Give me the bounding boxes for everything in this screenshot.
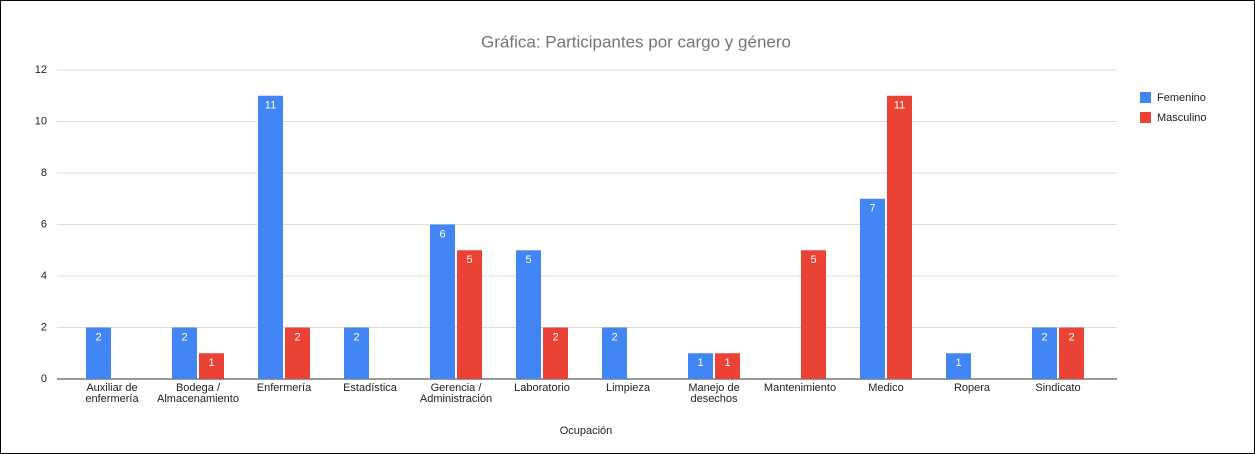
- bar: [543, 327, 568, 379]
- x-tick-label: Ropera: [953, 383, 991, 394]
- data-label: 7: [869, 203, 875, 215]
- data-label: 1: [955, 357, 961, 369]
- bar: [285, 327, 310, 379]
- bar: [1032, 327, 1057, 379]
- data-label: 1: [724, 357, 730, 369]
- data-label: 1: [697, 357, 703, 369]
- y-tick-label: 4: [41, 270, 47, 282]
- data-label: 2: [95, 331, 101, 343]
- x-tick-label: Bodega / Almacenamiento: [157, 383, 239, 405]
- data-label: 2: [611, 331, 617, 343]
- x-tick-label-box: Bodega / Almacenamiento: [157, 383, 239, 405]
- x-tick-label-box: Ropera: [953, 383, 991, 394]
- x-tick-label: Limpieza: [605, 383, 651, 394]
- data-label: 2: [294, 331, 300, 343]
- x-tick-label: Sindicato: [1035, 383, 1081, 394]
- bar: [860, 198, 885, 379]
- x-tick-label-box: Estadística: [343, 383, 397, 394]
- legend-label: Femenino: [1157, 92, 1206, 104]
- legend-swatch: [1140, 92, 1151, 103]
- bar: [344, 327, 369, 379]
- x-axis-title: Ocupación: [560, 425, 613, 437]
- data-label: 2: [181, 331, 187, 343]
- bar: [1059, 327, 1084, 379]
- y-tick-label: 12: [35, 64, 47, 76]
- bar: [430, 224, 455, 379]
- x-tick-label-box: Laboratorio: [514, 383, 570, 394]
- bar: [801, 250, 826, 379]
- x-tick-label-box: Auxiliar de enfermería: [85, 383, 139, 405]
- data-label: 5: [525, 254, 531, 266]
- data-label: 2: [1041, 331, 1047, 343]
- data-label: 6: [439, 228, 445, 240]
- x-tick-label-box: Manejo de desechos: [688, 383, 740, 405]
- bar: [715, 353, 740, 379]
- x-tick-label-box: Sindicato: [1035, 383, 1081, 394]
- bar: [457, 250, 482, 379]
- x-tick-label-box: Mantenimiento: [763, 383, 837, 394]
- x-tick-label: Medico: [868, 383, 904, 394]
- data-label: 5: [810, 254, 816, 266]
- data-label: 11: [265, 100, 276, 112]
- x-tick-label-box: Medico: [868, 383, 904, 394]
- y-tick-label: 2: [41, 321, 47, 333]
- data-label: 2: [552, 331, 558, 343]
- bar: [688, 353, 713, 379]
- x-tick-label: Laboratorio: [514, 383, 570, 394]
- data-label: 5: [466, 254, 472, 266]
- legend-label: Masculino: [1157, 112, 1207, 124]
- bar: [516, 250, 541, 379]
- y-tick-label: 8: [41, 167, 47, 179]
- bar: [199, 353, 224, 379]
- bar: [258, 95, 283, 379]
- y-tick-label: 0: [41, 373, 47, 385]
- x-tick-label: Manejo de desechos: [688, 383, 740, 405]
- data-label: 2: [353, 331, 359, 343]
- x-tick-label: Mantenimiento: [763, 383, 837, 394]
- bar: [602, 327, 627, 379]
- data-label: 2: [1068, 331, 1074, 343]
- x-tick-label-box: Limpieza: [605, 383, 651, 394]
- x-tick-label-box: Gerencia / Administración: [419, 383, 493, 405]
- bar: [86, 327, 111, 379]
- data-label: 11: [894, 100, 905, 112]
- bar: [946, 353, 971, 379]
- data-label: 1: [208, 357, 214, 369]
- x-tick-label: Gerencia / Administración: [419, 383, 493, 405]
- legend-swatch: [1140, 112, 1151, 123]
- chart-title: Gráfica: Participantes por cargo y géner…: [481, 32, 791, 51]
- x-tick-label: Estadística: [343, 383, 397, 394]
- y-tick-label: 6: [41, 218, 47, 230]
- x-tick-label: Enfermería: [256, 383, 312, 394]
- bar: [172, 327, 197, 379]
- y-tick-label: 10: [35, 115, 47, 127]
- bar: [887, 95, 912, 379]
- x-tick-label: Auxiliar de enfermería: [85, 383, 139, 405]
- x-tick-label-box: Enfermería: [256, 383, 312, 394]
